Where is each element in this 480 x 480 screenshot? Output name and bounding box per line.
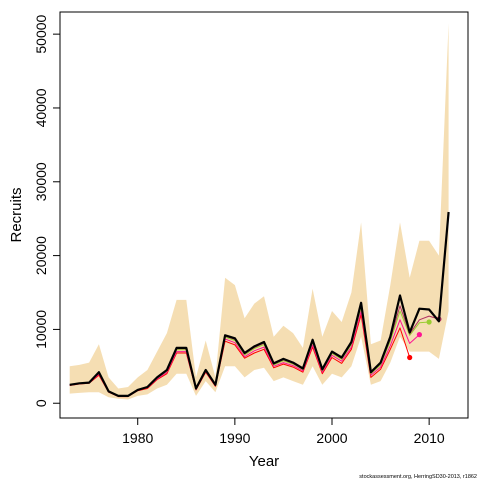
series-line-main [69,211,450,397]
plot-frame [59,11,469,419]
y-tick-label-40000: 40000 [33,88,49,127]
y-tick-label-50000: 50000 [33,14,49,53]
y-axis: 0 10000 20000 30000 40000 50000 [33,14,60,407]
x-tick-label-2010: 2010 [414,430,445,446]
footnote: stockassessment.org, HerringSD30-2013, r… [359,474,477,480]
y-axis-title: Recruits [8,187,25,242]
y-tick-label-0: 0 [33,399,49,407]
x-tick-label-1990: 1990 [219,430,250,446]
series-endpoint-retro2 [416,332,422,338]
series-endpoint-retro1 [407,354,413,361]
series-endpoint-retro3 [426,319,432,325]
confidence-band [69,23,449,400]
x-axis-title: Year [249,453,279,470]
axes-layer [59,11,469,419]
y-tick-label-30000: 30000 [33,162,49,201]
x-axis: 1980 1990 2000 2010 [122,418,445,446]
y-tick-label-20000: 20000 [33,236,49,275]
x-tick-label-2000: 2000 [316,430,347,446]
series-layer [69,211,450,398]
y-tick-label-10000: 10000 [33,310,49,349]
confidence-band-layer [69,23,449,400]
x-tick-label-1980: 1980 [122,430,153,446]
